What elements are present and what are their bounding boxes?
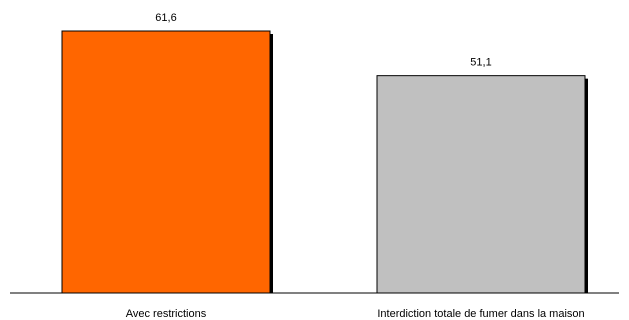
data-label-2: 51,1 [470,57,491,69]
data-label-1: 61,6 [155,12,176,24]
category-label-1: Avec restrictions [126,308,207,320]
category-label-2: Interdiction totale de fumer dans la mai… [377,308,584,320]
bar-1 [61,30,271,294]
bar-2 [376,75,586,294]
